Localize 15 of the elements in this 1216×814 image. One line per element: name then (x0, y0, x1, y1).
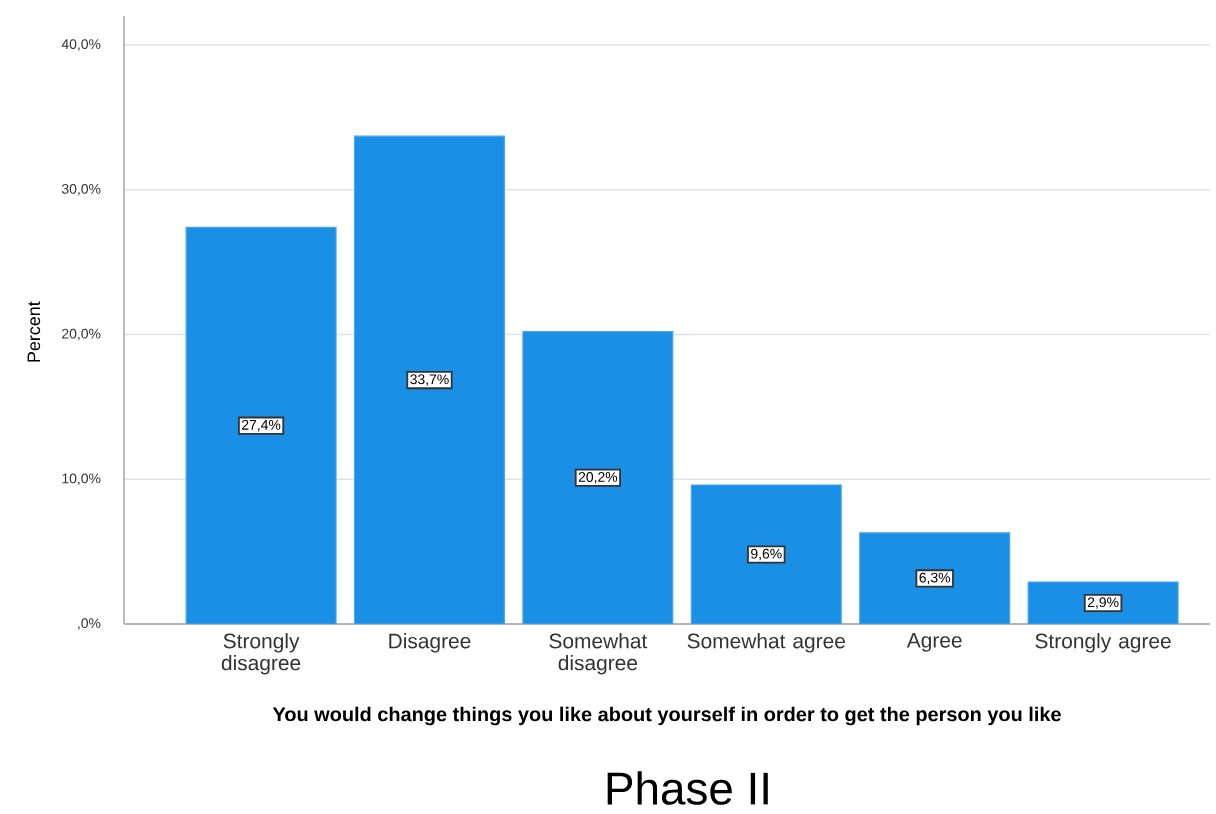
bar (859, 532, 1011, 624)
x-tick-label: Somewhat agree (687, 633, 845, 653)
x-tick-label: Somewhat disagree (549, 633, 648, 675)
x-axis-title: You would change things you like about yourself in order to get the person you like (272, 706, 1061, 726)
bar (522, 330, 674, 624)
x-tick-label: Agree (906, 633, 962, 652)
y-axis-title: Percent (27, 301, 41, 362)
bar (690, 484, 842, 624)
x-tick-label: Strongly agree (1035, 633, 1171, 653)
x-tick-label: Strongly disagree (221, 633, 301, 675)
text: Phase II (607, 771, 768, 805)
bar (353, 135, 506, 624)
bar (185, 226, 337, 624)
x-tick-label: Disagree (389, 633, 471, 653)
bar (1027, 581, 1179, 624)
